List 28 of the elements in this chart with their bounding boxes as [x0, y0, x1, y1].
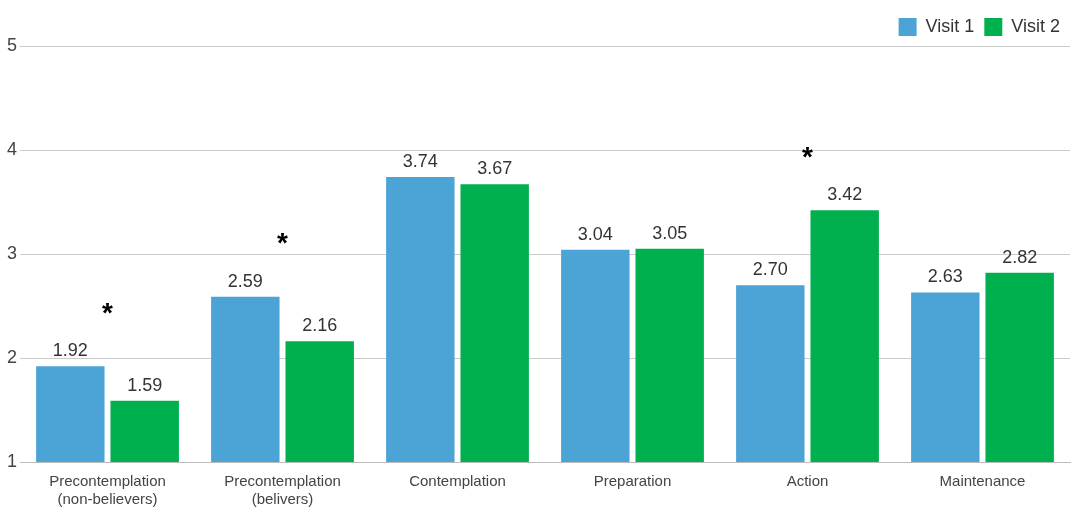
x-tick-label: Action [786, 472, 829, 490]
legend-label: Visit 2 [1011, 15, 1061, 36]
data-label: 3.04 [577, 223, 613, 244]
x-tick-label: Precontemplation (non-believers) [49, 472, 166, 508]
x-tick-label: Maintenance [939, 472, 1026, 490]
y-tick-label: 4 [7, 138, 18, 159]
annotation: * [802, 141, 814, 173]
data-label: 1.59 [127, 374, 163, 395]
annotation: * [277, 227, 289, 259]
x-tick-label: Preparation [593, 472, 672, 490]
data-label: 2.70 [752, 259, 788, 280]
y-tick-label: 3 [7, 242, 18, 263]
x-tick-label: Contemplation [409, 472, 506, 490]
annotation: * [102, 297, 114, 329]
data-label: 2.82 [1002, 246, 1038, 267]
data-label: 2.63 [927, 266, 963, 287]
y-tick-label: 5 [7, 34, 18, 55]
legend-label: Visit 1 [925, 15, 975, 36]
data-label: 3.42 [827, 184, 863, 205]
data-label: 3.67 [477, 158, 513, 179]
y-tick-label: 2 [7, 346, 18, 367]
data-label: 1.92 [52, 340, 88, 361]
data-label: 3.74 [402, 151, 438, 172]
x-tick-label: Precontemplation (belivers) [224, 472, 341, 508]
data-label: 2.59 [227, 270, 263, 291]
data-label: 2.16 [302, 315, 338, 336]
y-tick-label: 1 [7, 450, 18, 471]
data-label: 3.05 [652, 222, 688, 243]
